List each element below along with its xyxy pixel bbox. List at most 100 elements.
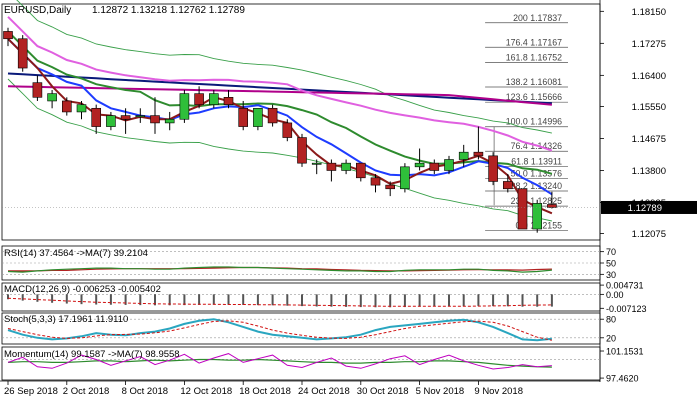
price-tick-label: 1.17275 [632,39,666,50]
symbol-label: EURUSD,Daily [4,5,71,16]
candle-body [120,115,131,120]
macd-histogram-bar [242,294,245,305]
momentum-line [7,353,552,370]
stoch-main-line [7,318,553,342]
macd-histogram-bar [198,294,201,305]
stoch-label: Stoch(5,3,3) 17.1961 11.9110 [4,314,128,325]
candle-body [61,100,72,113]
macd-histogram-bar [345,294,348,307]
rsi-line [7,266,552,273]
date-tick-label: 8 Oct 2018 [122,386,168,397]
macd-histogram-bar [536,294,539,307]
ma-blue-line [7,38,553,196]
candle-body [547,204,557,208]
candle-body [223,97,234,105]
macd-histogram-bar [403,294,406,308]
fibo-level-label: 38.2 1.13240 [511,181,562,191]
fibo-level-label: 176.4 1.17167 [506,37,562,47]
last-price-label: 1.12789 [628,203,662,214]
candle-body [238,107,248,127]
candle-body [297,137,307,164]
macd-histogram-bar [506,294,509,307]
candle-body [164,118,175,124]
candle-body [3,31,13,40]
candle-body [502,181,513,190]
macd-histogram-bar [36,294,39,302]
fibo-level-label: 100.0 1.14996 [506,117,562,127]
fibo-level-label: 23.6 1.12825 [511,196,562,206]
indicator-tick-label: 30 [606,270,616,280]
date-tick-label: 2 Oct 2018 [63,386,109,397]
date-tick-label: 18 Oct 2018 [239,386,291,397]
price-tick-label: 1.18150 [632,7,666,18]
macd-histogram-bar [65,294,68,304]
macd-histogram-bar [359,294,362,308]
last-price-tag [601,200,697,214]
macd-histogram-bar [521,294,524,307]
candle-body [370,177,381,186]
candle-body [473,151,484,157]
candle-body [253,107,263,127]
macd-histogram-bar [418,294,421,307]
macd-histogram-bar [301,294,303,307]
indicator-tick-label: 97.4620 [606,374,639,384]
momentum-label: Momentum(14) 99.1587 ->MA(7) 98.9558 [4,349,180,360]
candle-body [179,93,190,120]
candle-body [400,166,410,190]
candle-body [32,82,43,98]
indicator-tick-label: 50 [606,259,616,269]
macd-histogram-bar [183,294,186,306]
ma-magenta-line [7,85,552,106]
ma-violet-line [7,16,553,152]
bollinger-lower-line [7,78,552,222]
ma-green-line [7,30,553,175]
macd-histogram-bar [286,294,289,306]
candle-body [209,93,219,105]
candle-body [76,104,87,113]
macd-histogram-bar [109,294,112,305]
ma-navy-line [7,72,552,105]
macd-histogram-bar [433,294,436,307]
candle-body [194,93,204,105]
macd-histogram-bar [271,294,274,306]
bollinger-upper-line [16,0,552,134]
macd-histogram-bar [7,294,9,300]
candle-body [517,188,528,230]
price-tick-label: 1.12075 [632,229,666,240]
fibo-level-label: 161.8 1.16752 [506,52,562,62]
candle-body [106,115,116,127]
candle-body [17,38,28,69]
macd-histogram-bar [227,294,230,305]
candle-body [414,162,425,168]
fibo-level-label: 61.8 1.13911 [511,156,562,166]
macd-histogram-bar [51,294,54,303]
fibo-level-label: 138.2 1.16081 [506,77,562,87]
candle-body [311,162,322,165]
date-tick-label: 9 Nov 2018 [474,386,523,397]
candle-body [91,107,101,127]
ohlc-label: 1.12872 1.13218 1.12762 1.12789 [92,5,245,16]
indicator-tick-label: 0.004731 [606,281,644,291]
macd-histogram-bar [492,294,495,307]
candle-body [47,93,57,102]
macd-histogram-bar [80,294,83,305]
macd-signal-line [7,297,552,307]
candle-body [135,115,146,118]
macd-histogram-bar [212,294,215,305]
indicator-tick-label: 20 [606,333,616,343]
date-tick-label: 5 Nov 2018 [416,386,465,397]
rsi-label: RSI(14) 37.4564 ->MA(7) 39.2104 [4,248,148,259]
macd-histogram-bar [330,294,333,307]
fibo-level-label: 123.6 1.15666 [506,92,562,102]
date-tick-label: 30 Oct 2018 [357,386,409,397]
macd-label: MACD(12,26,9) -0.006253 -0.005402 [4,284,161,295]
indicator-tick-label: 101.1531 [606,347,644,357]
macd-histogram-bar [389,294,392,308]
indicator-tick-label: 0.00 [606,290,624,300]
candle-body [326,162,337,171]
macd-histogram-bar [154,294,156,306]
candle-body [355,162,366,179]
